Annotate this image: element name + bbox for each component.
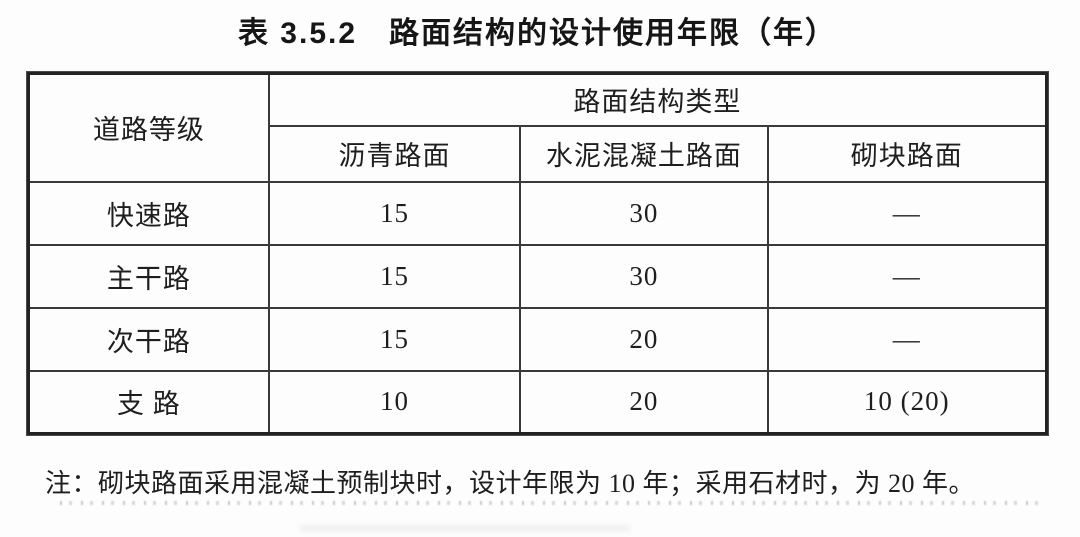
cell-value: 30 [519, 180, 769, 246]
table-row-arterial: 主干路 15 30 — [27, 243, 1048, 309]
row-label: 主干路 [27, 243, 270, 309]
row-label: 支 路 [27, 369, 270, 435]
cell-value: 10 [267, 369, 522, 435]
row-label: 次干路 [27, 306, 270, 372]
cell-value: — [766, 243, 1048, 309]
cropped-next-line-artifact [60, 501, 1040, 505]
row-label: 快速路 [27, 180, 270, 246]
cell-value: 10 (20) [766, 369, 1048, 435]
cell-value: 15 [267, 180, 522, 246]
table-row-branch: 支 路 10 20 10 (20) [27, 369, 1048, 435]
table-caption: 表 3.5.2 路面结构的设计使用年限（年） [237, 17, 838, 50]
cell-value: 20 [519, 369, 769, 435]
cell-value: — [766, 306, 1048, 372]
cell-value: 20 [519, 306, 769, 372]
table-footnote: 注：砌块路面采用混凝土预制块时，设计年限为 10 年；采用石材时，为 20 年。 [45, 469, 976, 498]
cell-value: 15 [267, 306, 522, 372]
group-header-pavement-type: 路面结构类型 [267, 72, 1048, 127]
header-row-subtypes: 沥青路面 水泥混凝土路面 砌块路面 [29, 124, 1048, 183]
column-header-block: 砌块路面 [766, 124, 1048, 183]
header-row-group: 道路等级 路面结构类型 [27, 72, 1048, 183]
pavement-design-life-table: 道路等级 路面结构类型 沥青路面 水泥混凝土路面 砌块路面 快速路 15 30 … [26, 71, 1049, 436]
cell-value: — [766, 180, 1048, 246]
column-header-cement-concrete: 水泥混凝土路面 [519, 124, 769, 183]
column-header-asphalt: 沥青路面 [267, 124, 522, 183]
scan-smudge-artifact [300, 526, 630, 531]
table-row-expressway: 快速路 15 30 — [27, 180, 1048, 246]
cell-value: 30 [519, 243, 769, 309]
corner-header-road-grade: 道路等级 [27, 72, 270, 183]
table-row-secondary: 次干路 15 20 — [27, 306, 1048, 372]
cell-value: 15 [267, 243, 522, 309]
